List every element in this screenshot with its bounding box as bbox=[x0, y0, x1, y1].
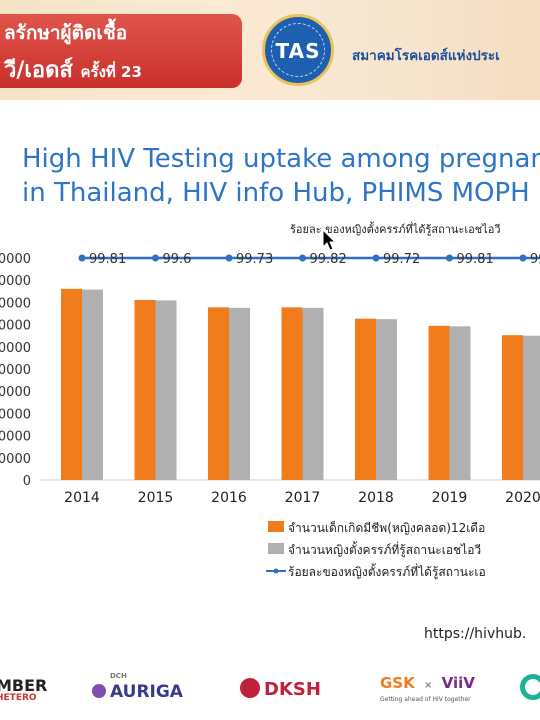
percentage-data-label: 99.81 bbox=[89, 252, 126, 267]
sponsor-logos: MBER HETERO AURIGA DCH DKSH GSK × ViiV G… bbox=[0, 660, 540, 720]
percentage-data-label: 99.73 bbox=[236, 252, 273, 267]
tas-logo: TAS bbox=[262, 14, 334, 86]
legend-entry: จำนวนเด็กเกิดมีชีพ(หญิงคลอด)12เดือ bbox=[288, 520, 485, 535]
dksh-mark-icon bbox=[240, 678, 260, 698]
legend-line-marker bbox=[273, 568, 279, 574]
percentage-data-label: 99.82 bbox=[310, 252, 347, 267]
x-tick-label: 2020 bbox=[505, 490, 540, 506]
sponsor-mber-text: MBER bbox=[0, 676, 48, 695]
bar-tested-2020 bbox=[523, 335, 540, 480]
conference-title-line1: ลรักษาผู้ติดเชื้อ bbox=[4, 22, 128, 44]
percentage-point-2017 bbox=[299, 254, 306, 262]
percentage-point-2014 bbox=[78, 254, 86, 262]
percentage-point-2015 bbox=[152, 254, 159, 262]
bar-live-births-2017 bbox=[281, 307, 303, 480]
legend-entry: จำนวนหญิงตั้งครรภ์ที่รู้สถานะเอชไอวี bbox=[288, 541, 481, 558]
bar-live-births-2014 bbox=[61, 288, 82, 480]
bar-tested-2015 bbox=[155, 300, 177, 480]
sponsor-green-logo-icon bbox=[520, 674, 540, 700]
x-tick-label: 2017 bbox=[285, 490, 321, 506]
conference-title-box bbox=[0, 14, 242, 88]
sponsor-viiv-tagline: Getting ahead of HIV together bbox=[380, 696, 471, 703]
bar-tested-2019 bbox=[449, 326, 471, 480]
sponsor-viiv-text: ViiV bbox=[441, 674, 475, 692]
conference-banner: ลรักษาผู้ติดเชื้อ วี/เอดส์ ครั้งที่ 23 T… bbox=[0, 0, 540, 100]
source-url: https://hivhub. bbox=[424, 626, 527, 642]
legend-entry: ร้อยละของหญิงตั้งครรภ์ที่ได้รู้สถานะเอ bbox=[288, 563, 486, 580]
sponsor-dksh-logo: DKSH bbox=[240, 678, 321, 700]
sponsor-hetero-text: HETERO bbox=[0, 693, 37, 703]
bar-live-births-2020 bbox=[502, 335, 523, 480]
conference-edition: ครั้งที่ 23 bbox=[80, 63, 142, 81]
percentage-point-2018 bbox=[372, 254, 380, 262]
percentage-point-2016 bbox=[225, 254, 233, 262]
logo-text: TAS bbox=[275, 39, 321, 63]
sponsor-mber-logo: MBER HETERO bbox=[0, 676, 47, 703]
sponsor-separator: × bbox=[423, 680, 433, 691]
slide-title-line1: High HIV Testing uptake among pregnan bbox=[22, 144, 540, 174]
bar-line-chart: 0 0000 0000 0000 0000 0000 0000 0000 0000 0000 000… bbox=[0, 221, 540, 580]
sponsor-gsk-viiv-logo: GSK × ViiV Getting ahead of HIV together bbox=[380, 674, 475, 703]
x-tick-label: 2018 bbox=[358, 490, 394, 506]
bar-live-births-2018 bbox=[355, 318, 376, 480]
slide-title-line2: in Thailand, HIV info Hub, PHIMS MOPH bbox=[22, 178, 530, 208]
mouse-cursor-icon bbox=[322, 229, 336, 251]
bar-tested-2014 bbox=[82, 289, 103, 480]
sponsor-auriga-text: AURIGA bbox=[110, 682, 183, 702]
auriga-mark-icon bbox=[92, 684, 106, 698]
bar-tested-2016 bbox=[229, 307, 250, 480]
bar-live-births-2019 bbox=[428, 325, 450, 480]
sponsor-dksh-text: DKSH bbox=[264, 679, 321, 700]
bar-live-births-2015 bbox=[134, 299, 156, 480]
percentage-point-2020 bbox=[519, 254, 527, 262]
sponsor-auriga-logo: AURIGA DCH bbox=[92, 672, 183, 702]
percentage-data-label: 99.81 bbox=[457, 252, 494, 267]
association-name: สมาคมโรคเอดส์แห่งประเ bbox=[352, 48, 500, 64]
percentage-point-2019 bbox=[446, 254, 453, 262]
x-tick-label: 2015 bbox=[138, 490, 174, 506]
slide-title: High HIV Testing uptake among pregnan in… bbox=[22, 142, 540, 210]
bar-tested-2017 bbox=[302, 307, 324, 480]
line-axis-label: ร้อยละ ของหญิงตั้งครรภ์ที่ได้รู้สถานะเอช… bbox=[290, 221, 501, 236]
x-tick-label: 2014 bbox=[64, 490, 100, 506]
sponsor-gsk-text: GSK bbox=[380, 674, 415, 692]
percentage-data-label: 99.8 bbox=[530, 252, 540, 267]
logo-ring bbox=[271, 23, 325, 77]
percentage-data-label: 99.6 bbox=[163, 252, 192, 267]
percentage-data-label: 99.72 bbox=[383, 252, 420, 267]
legend-swatch bbox=[268, 521, 284, 532]
conference-title-main: วี/เอดส์ bbox=[4, 58, 73, 83]
sponsor-dch-text: DCH bbox=[110, 672, 127, 680]
conference-title-line2: วี/เอดส์ ครั้งที่ 23 bbox=[4, 52, 142, 87]
bar-tested-2018 bbox=[376, 319, 397, 480]
x-tick-label: 2019 bbox=[432, 490, 468, 506]
bar-live-births-2016 bbox=[208, 307, 229, 480]
y-tick-label: 0 bbox=[23, 474, 31, 489]
legend-swatch bbox=[268, 543, 284, 554]
x-tick-label: 2016 bbox=[211, 490, 247, 506]
